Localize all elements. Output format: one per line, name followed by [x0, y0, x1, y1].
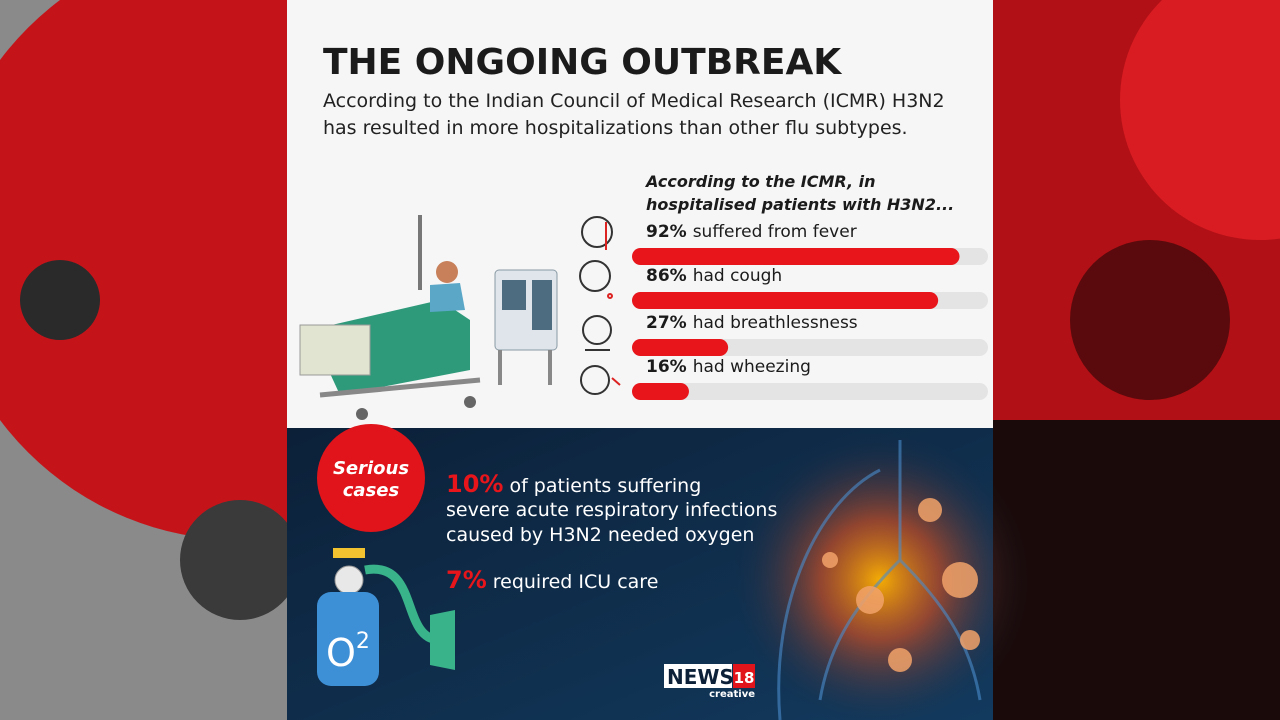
tank-letter: O: [326, 631, 356, 675]
oxygen-text: of patients suffering: [509, 475, 701, 497]
oxygen-text: caused by H3N2 needed oxygen: [446, 524, 754, 546]
chart-title: According to the ICMR, in: [644, 172, 876, 191]
badge-text: cases: [343, 480, 400, 501]
logo-number: 18: [734, 669, 755, 687]
title: THE ONGOING OUTBREAK: [323, 42, 842, 83]
lung-illustration: [777, 440, 982, 720]
bar: [632, 383, 689, 400]
bar-chart: 92% suffered from fever 86% had cough 27% had…: [632, 222, 988, 400]
category-label: had cough: [693, 266, 782, 286]
category-label: had wheezing: [693, 357, 811, 377]
bar-track: [632, 383, 988, 400]
chart-title: hospitalised patients with H3N2...: [646, 195, 954, 214]
logo-name: NEWS: [667, 665, 734, 689]
logo: NEWS 18 creative: [664, 664, 755, 700]
value-label: 86%: [646, 266, 687, 286]
value-label: 92%: [646, 222, 687, 242]
oxygen-text: severe acute respiratory infections: [446, 499, 777, 521]
badge-text: Serious: [333, 458, 409, 479]
icu-stat: 7% required ICU care: [446, 566, 658, 594]
bar-label: 27% had breathlessness: [646, 313, 858, 333]
symptom-icons: [579, 216, 621, 395]
oxygen-figure: 10%: [446, 470, 503, 498]
oxygen-stat: 10% of patients suffering: [446, 470, 701, 498]
category-label: had breathlessness: [693, 313, 858, 333]
intro-line: According to the Indian Council of Medic…: [323, 90, 945, 112]
serious-badge: [317, 424, 425, 532]
value-label: 16%: [646, 357, 687, 377]
hospital-bed-illustration: [299, 215, 558, 420]
category-label: suffered from fever: [693, 222, 857, 242]
lung-glow: [730, 430, 1030, 720]
logo-tagline: creative: [709, 689, 755, 700]
bar-label: 86% had cough: [646, 266, 782, 286]
intro-line: has resulted in more hospitalizations th…: [323, 117, 908, 139]
bar: [632, 339, 729, 356]
bar-label: 92% suffered from fever: [646, 222, 857, 242]
value-label: 27%: [646, 313, 687, 333]
icu-figure: 7%: [446, 566, 487, 594]
bar: [632, 248, 960, 265]
oxygen-tank: O2: [317, 548, 455, 686]
bar: [632, 292, 939, 309]
tank-label: O2: [326, 629, 370, 675]
icu-text: required ICU care: [493, 571, 659, 593]
tank-number: 2: [356, 629, 370, 654]
virus-particles: [822, 498, 980, 672]
bar-label: 16% had wheezing: [646, 357, 811, 377]
